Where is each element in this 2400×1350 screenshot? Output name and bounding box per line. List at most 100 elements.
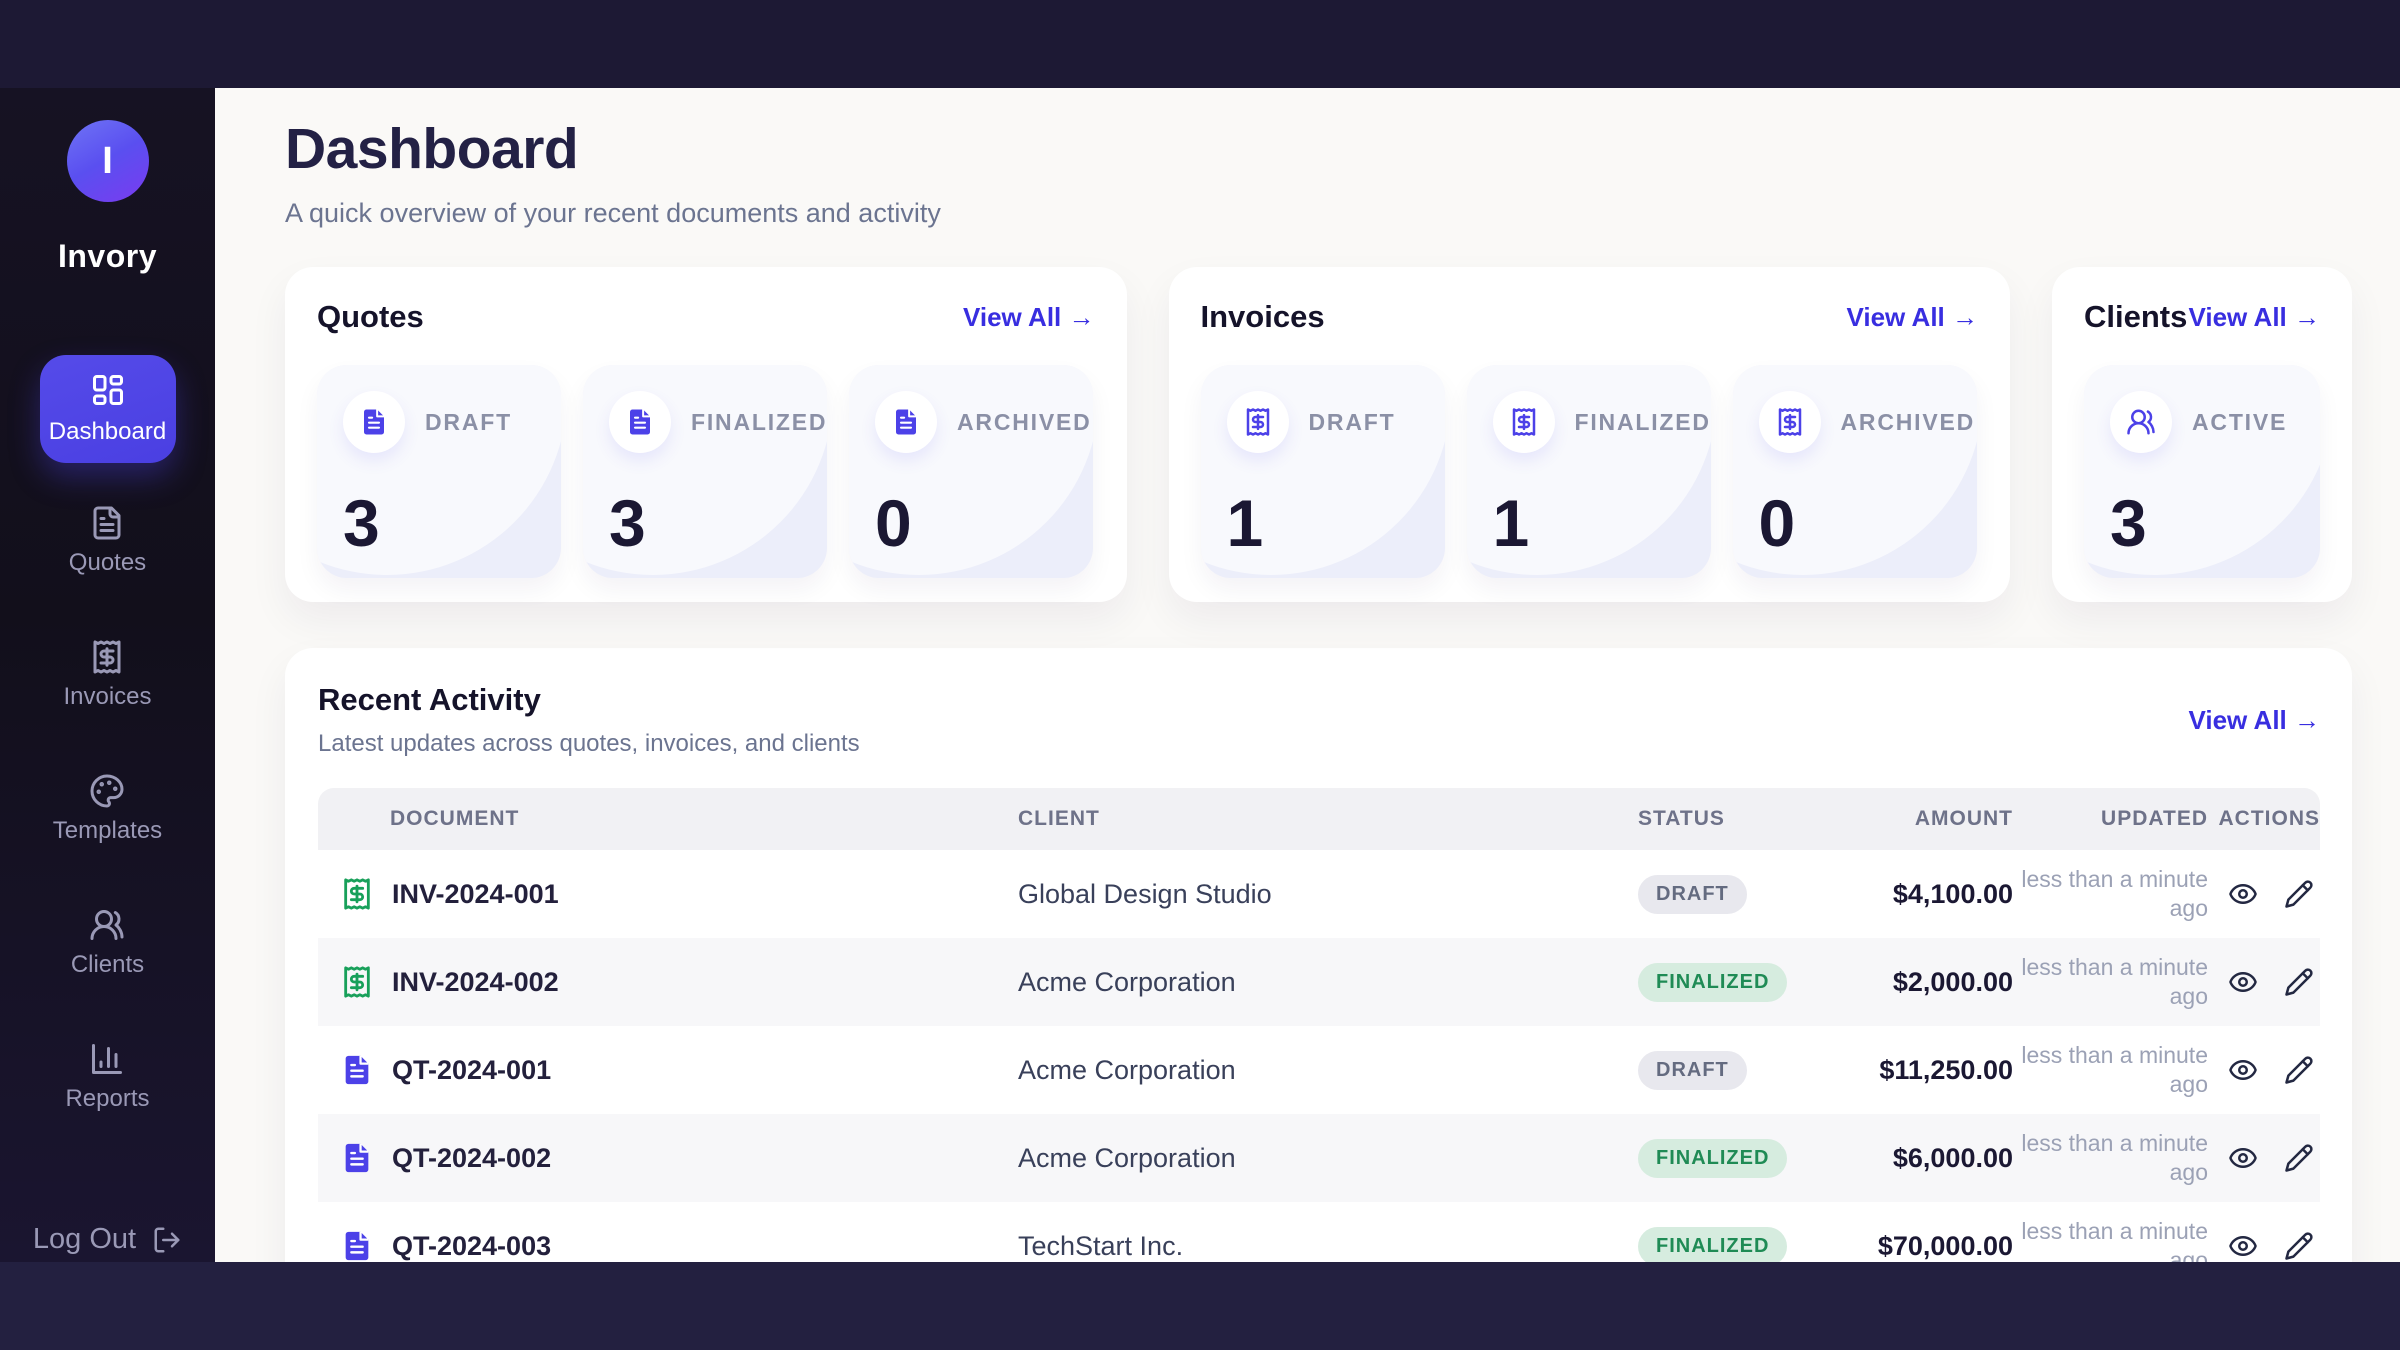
table-row: QT-2024-003 TechStart Inc. FINALIZED $70,00…: [318, 1202, 2320, 1262]
stat-tile-icon-circle: [1226, 391, 1289, 453]
stat-tile-icon-circle: [2110, 391, 2172, 453]
stat-tile-label: ACTIVE: [2192, 408, 2288, 435]
document-cell: QT-2024-003: [318, 1229, 1018, 1262]
stat-tile-value: 1: [1226, 486, 1264, 560]
page-subtitle: A quick overview of your recent document…: [285, 198, 941, 228]
client-name: Acme Corporation: [1018, 1142, 1236, 1173]
stat-tile-icon-circle: [875, 391, 937, 453]
view-button[interactable]: [2228, 1143, 2258, 1173]
eye-icon: [2228, 1055, 2258, 1085]
eye-icon: [2228, 967, 2258, 997]
receipt-icon: [89, 639, 125, 675]
amount-cell: $4,100.00: [1892, 878, 2013, 909]
edit-button[interactable]: [2284, 1231, 2314, 1261]
logout-label: Log Out: [32, 1223, 137, 1255]
file-text-icon: [89, 505, 125, 541]
table-row: INV-2024-001 Global Design Studio DRAFT $4,…: [318, 850, 2320, 938]
sidebar-item-templates[interactable]: Templates: [53, 773, 162, 847]
recent-activity-title: Recent Activity: [318, 682, 541, 717]
summary-card-quotes: Quotes View All → DRAFT 3 FINALIZED 3 ARCHIVED…: [285, 267, 1127, 602]
card-title: Quotes: [317, 299, 424, 334]
recent-activity-view-all-link[interactable]: View All →: [2188, 704, 2321, 735]
stat-tile-draft: DRAFT 1: [1200, 365, 1445, 578]
amount-cell: $11,250.00: [1879, 1054, 2013, 1085]
pencil-icon: [2284, 1231, 2314, 1261]
edit-button[interactable]: [2284, 1143, 2314, 1173]
column-header-actions: ACTIONS: [2218, 807, 2320, 830]
recent-activity-subtitle: Latest updates across quotes, invoices, …: [318, 730, 860, 757]
sidebar: I Invory Dashboard Quotes Invoices Template…: [0, 88, 215, 1262]
users-icon: [89, 907, 125, 943]
status-badge: DRAFT: [1638, 874, 1747, 914]
sidebar-item-quotes[interactable]: Quotes: [69, 505, 146, 579]
edit-button[interactable]: [2284, 967, 2314, 997]
status-badge: FINALIZED: [1638, 1226, 1788, 1262]
sidebar-item-label: Clients: [70, 951, 145, 978]
document-id: QT-2024-001: [392, 1054, 552, 1085]
table-row: QT-2024-001 Acme Corporation DRAFT $11,250.…: [318, 1026, 2320, 1114]
column-header-updated: UPDATED: [2101, 807, 2208, 830]
sidebar-item-label: Templates: [52, 817, 163, 844]
card-title: Clients: [2084, 299, 2188, 334]
eye-icon: [2228, 1231, 2258, 1261]
view-button[interactable]: [2228, 879, 2258, 909]
bar-chart-icon: [89, 1041, 125, 1077]
stat-tile-label: DRAFT: [1308, 408, 1396, 435]
table-row: INV-2024-002 Acme Corporation FINALIZED $2,…: [318, 938, 2320, 1026]
quote-document-icon: [340, 1141, 374, 1175]
stat-tile-value: 3: [2110, 486, 2147, 560]
actions-cell: [2208, 1143, 2320, 1173]
stat-tile-archived: ARCHIVED 0: [1732, 365, 1977, 578]
edit-button[interactable]: [2284, 1055, 2314, 1085]
view-button[interactable]: [2228, 1055, 2258, 1085]
stat-tile-value: 1: [1492, 486, 1530, 560]
amount-cell: $2,000.00: [1892, 966, 2013, 997]
sidebar-item-reports[interactable]: Reports: [65, 1041, 150, 1115]
actions-cell: [2208, 1231, 2320, 1261]
eye-icon: [2228, 879, 2258, 909]
summary-card-clients: Clients View All → ACTIVE 3: [2052, 267, 2352, 602]
document-cell: QT-2024-001: [318, 1053, 1018, 1087]
quotes-view-all-link[interactable]: View All →: [963, 301, 1095, 332]
card-title: Invoices: [1200, 299, 1325, 334]
edit-button[interactable]: [2284, 879, 2314, 909]
client-name: Acme Corporation: [1018, 966, 1236, 997]
status-badge: FINALIZED: [1638, 1138, 1788, 1178]
stat-tile-label: FINALIZED: [1574, 408, 1711, 435]
app-logo: I: [66, 120, 149, 202]
stat-tile-label: ARCHIVED: [1840, 408, 1976, 435]
view-button[interactable]: [2228, 967, 2258, 997]
receipt-icon: [1509, 407, 1539, 437]
updated-cell: less than a minute ago: [2021, 1042, 2208, 1097]
client-name: Global Design Studio: [1018, 878, 1272, 909]
column-header-document: DOCUMENT: [390, 807, 520, 830]
stat-tile-icon-circle: [1758, 391, 1821, 453]
activity-table: DOCUMENT CLIENT STATUS AMOUNT UPDATED ACTIONS…: [318, 788, 2320, 1262]
view-button[interactable]: [2228, 1231, 2258, 1261]
clients-view-all-link[interactable]: View All →: [2188, 301, 2321, 332]
window-bottom-strip: [0, 1262, 2400, 1350]
actions-cell: [2208, 1055, 2320, 1085]
sidebar-item-label: Quotes: [68, 549, 147, 576]
sidebar-item-clients[interactable]: Clients: [71, 907, 144, 981]
recent-activity-card: Recent Activity Latest updates across qu…: [285, 648, 2352, 1262]
stat-tile-finalized: FINALIZED 3: [583, 365, 827, 578]
stat-tile-value: 3: [609, 486, 646, 560]
invoice-receipt-icon: [340, 965, 374, 999]
logout-button[interactable]: Log Out: [33, 1223, 182, 1256]
stat-tile-icon-circle: [609, 391, 671, 453]
window-top-strip: [0, 0, 2400, 88]
updated-cell: less than a minute ago: [2021, 954, 2208, 1009]
sidebar-item-invoices[interactable]: Invoices: [63, 639, 152, 713]
receipt-icon: [1775, 407, 1805, 437]
updated-cell: less than a minute ago: [2021, 1218, 2208, 1262]
sidebar-item-dashboard[interactable]: Dashboard: [39, 355, 176, 463]
invoices-view-all-link[interactable]: View All →: [1846, 301, 1979, 332]
client-name: Acme Corporation: [1018, 1054, 1236, 1085]
stat-tile-label: ARCHIVED: [957, 408, 1092, 435]
stat-tile-label: DRAFT: [425, 408, 512, 435]
receipt-icon: [1243, 407, 1273, 437]
amount-cell: $70,000.00: [1877, 1230, 2013, 1261]
status-badge: DRAFT: [1638, 1050, 1747, 1090]
